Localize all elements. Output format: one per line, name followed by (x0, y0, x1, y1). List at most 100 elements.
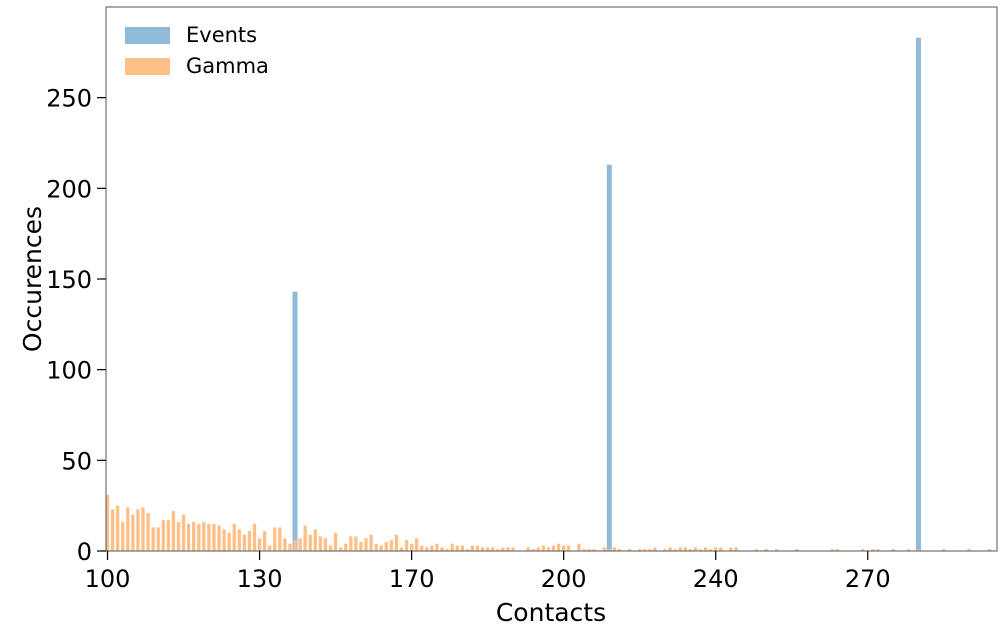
bar (678, 547, 682, 551)
bar (891, 549, 895, 551)
bar (612, 547, 616, 551)
bar (830, 549, 834, 551)
bar (577, 543, 581, 551)
bar (906, 549, 910, 551)
bar (551, 545, 556, 551)
bar (546, 547, 551, 551)
bar (754, 549, 758, 551)
bar (252, 523, 257, 551)
x-tick-label: 270 (845, 565, 891, 593)
bar (105, 494, 110, 551)
bar (207, 523, 211, 551)
bar (638, 549, 642, 551)
bar (602, 547, 606, 551)
bar (734, 547, 738, 551)
bar (627, 549, 632, 551)
bar (292, 291, 298, 551)
plot-frame (105, 6, 998, 552)
bar (192, 521, 196, 551)
bar (673, 549, 677, 551)
bar (440, 547, 444, 551)
y-tick-label: 50 (61, 447, 92, 475)
y-tick-label: 200 (46, 175, 92, 203)
y-tick-label: 250 (46, 85, 92, 113)
bar (567, 545, 571, 551)
bar (156, 527, 160, 551)
legend-label: Events (186, 23, 257, 47)
bar (237, 529, 241, 551)
bar (668, 547, 672, 551)
bar (394, 534, 399, 551)
bar (556, 543, 561, 551)
bar (141, 507, 145, 551)
bar (465, 549, 470, 551)
bar (242, 534, 247, 551)
bar (116, 505, 120, 551)
bar (714, 547, 718, 551)
bar (582, 549, 586, 551)
bar (511, 547, 515, 551)
bar (384, 541, 388, 551)
bar (506, 547, 510, 551)
bar (232, 523, 236, 551)
bar (257, 538, 262, 551)
bar (278, 527, 282, 551)
bar (607, 549, 611, 551)
bar (344, 543, 348, 551)
bar (460, 545, 464, 551)
bar (110, 509, 115, 551)
x-tick-label: 200 (541, 565, 587, 593)
bar (485, 547, 490, 551)
bar (688, 549, 693, 551)
bar (653, 547, 657, 551)
bar (470, 545, 475, 551)
bar (369, 534, 373, 551)
bar (501, 547, 505, 551)
bar (303, 525, 307, 551)
bar (323, 538, 328, 551)
bar (587, 549, 591, 551)
bar (606, 164, 612, 551)
bar (531, 549, 535, 551)
bar (409, 543, 414, 551)
bar (136, 509, 140, 551)
legend-label: Gamma (186, 54, 269, 78)
bar (648, 549, 652, 551)
bar (592, 549, 596, 551)
bar (176, 521, 181, 551)
bar (298, 538, 302, 551)
bar (876, 549, 880, 551)
x-tick-label: 240 (693, 565, 739, 593)
bar (171, 511, 176, 551)
bar (455, 545, 459, 551)
x-tick-label: 170 (389, 565, 435, 593)
bar (217, 525, 221, 551)
bar (318, 536, 323, 551)
bar (389, 540, 393, 551)
bar (283, 538, 287, 551)
bar (121, 521, 125, 551)
bar (379, 545, 383, 551)
bar (166, 520, 170, 551)
bar (212, 523, 216, 551)
legend-swatch (125, 58, 170, 75)
bar (425, 547, 429, 551)
bar (186, 523, 191, 551)
bar (703, 547, 708, 551)
bar (871, 549, 875, 551)
bar (349, 536, 353, 551)
bar (942, 549, 946, 551)
bar (861, 549, 865, 551)
bar (404, 540, 409, 551)
bar (268, 545, 272, 551)
bar (445, 549, 449, 551)
bar (663, 549, 667, 551)
bar (683, 547, 687, 551)
bar (202, 521, 206, 551)
bar (915, 37, 921, 552)
y-tick-label: 0 (77, 538, 92, 566)
bar (643, 549, 647, 551)
bar (795, 549, 799, 551)
bar (288, 543, 292, 551)
